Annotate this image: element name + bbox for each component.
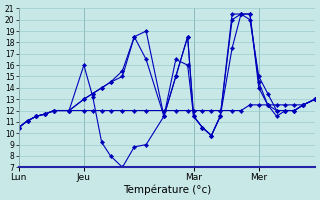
X-axis label: Température (°c): Température (°c) — [123, 185, 211, 195]
